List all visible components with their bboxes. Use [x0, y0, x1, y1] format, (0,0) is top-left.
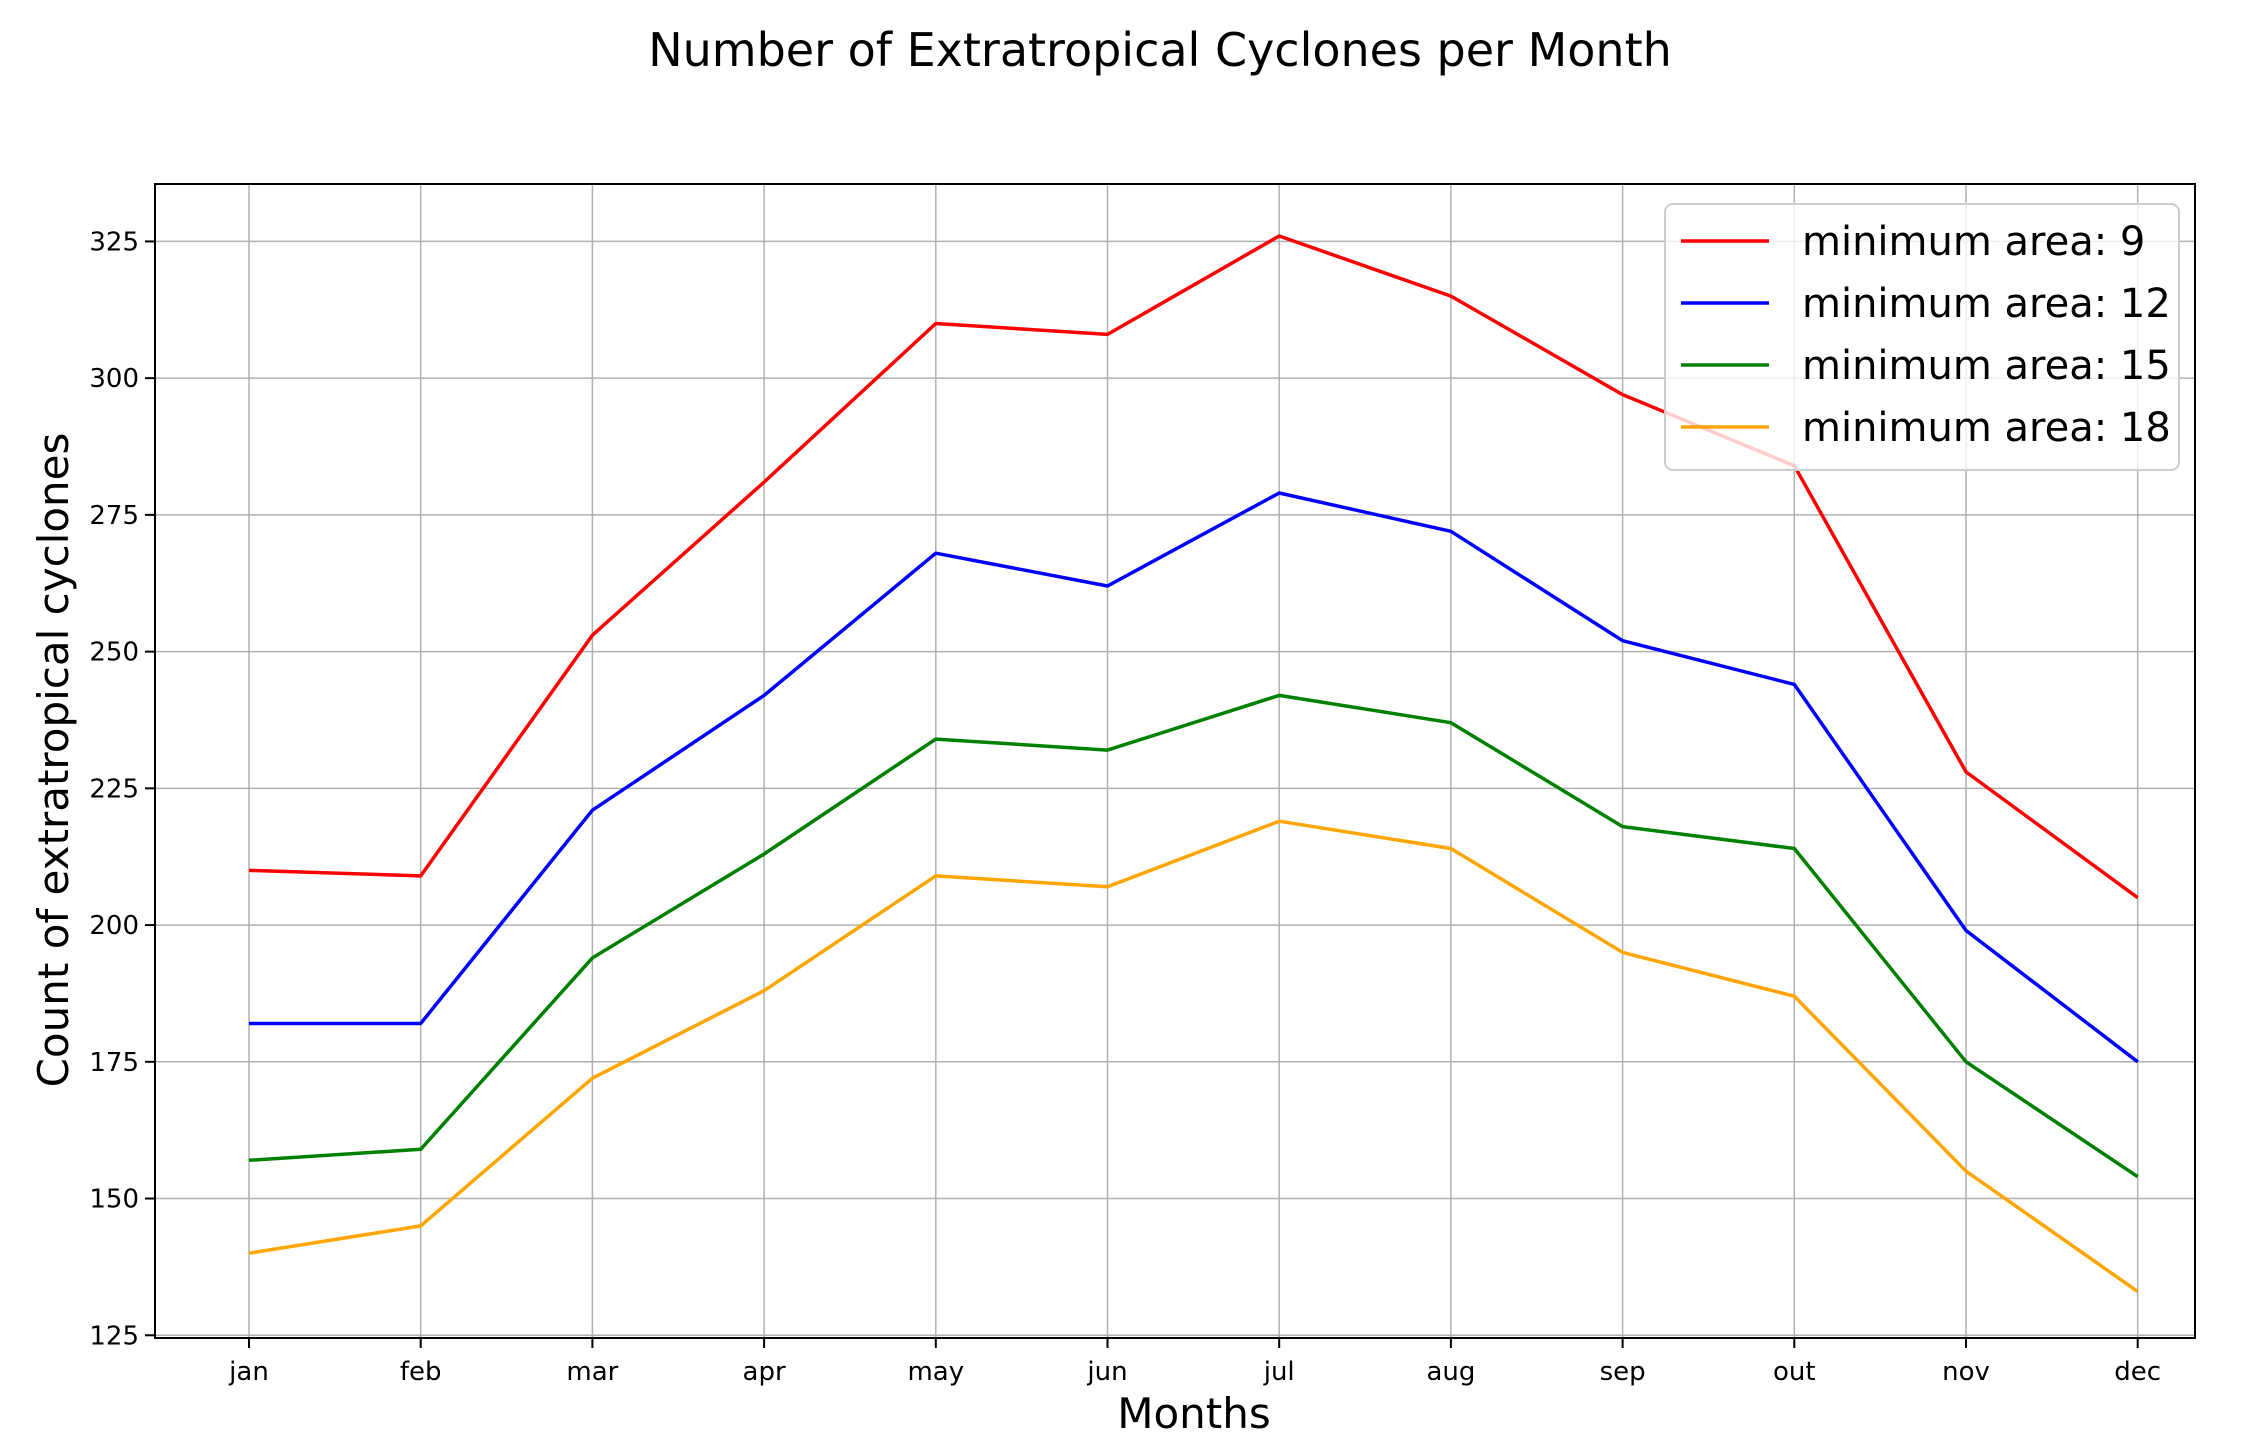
series-line-3 [248, 693, 2139, 1179]
y-tick-label: 175 [89, 1048, 139, 1078]
x-tick-label: out [1773, 1357, 1816, 1387]
y-axis-label: Count of extratropical cyclones [29, 433, 78, 1088]
x-tick-label: apr [743, 1357, 786, 1387]
x-tick-label: jun [1086, 1357, 1127, 1387]
legend-label: minimum area: 18 [1802, 405, 2171, 451]
x-tick-label: jul [1263, 1357, 1295, 1387]
y-tick-label: 275 [89, 501, 139, 531]
legend-label: minimum area: 15 [1802, 343, 2171, 389]
series-line-1 [248, 234, 2139, 900]
x-tick-label: jan [228, 1357, 269, 1387]
x-tick-label: aug [1426, 1357, 1475, 1387]
y-tick-label: 250 [89, 638, 139, 668]
y-tick-label: 225 [89, 774, 139, 804]
x-axis-label: Months [1117, 1389, 1271, 1438]
y-tick-label: 325 [89, 227, 139, 257]
x-tick-label: dec [2114, 1357, 2161, 1387]
legend: minimum area: 9 minimum area: 12 minimum a… [1664, 203, 2180, 471]
y-tick-label: 300 [89, 364, 139, 394]
axis-ticks: jan feb mar apr may jun jul aug sep out nov dec 125 1… [89, 227, 2161, 1387]
y-tick-label: 125 [89, 1321, 139, 1351]
y-tick-label: 200 [89, 911, 139, 941]
y-tick-label: 150 [89, 1185, 139, 1215]
series-lines [248, 234, 2139, 1293]
x-tick-label: feb [400, 1357, 442, 1387]
x-tick-label: mar [566, 1357, 618, 1387]
x-tick-label: may [907, 1357, 964, 1387]
series-line-4 [248, 819, 2139, 1293]
series-line-2 [249, 491, 2139, 1064]
legend-box [1664, 203, 2180, 471]
x-tick-label: nov [1942, 1357, 1990, 1387]
chart-title: Number of Extratropical Cyclones per Mon… [648, 23, 1672, 77]
legend-label: minimum area: 12 [1802, 281, 2171, 327]
legend-label: minimum area: 9 [1802, 219, 2145, 265]
x-tick-label: sep [1600, 1357, 1646, 1387]
plot-frame [154, 183, 2196, 1339]
